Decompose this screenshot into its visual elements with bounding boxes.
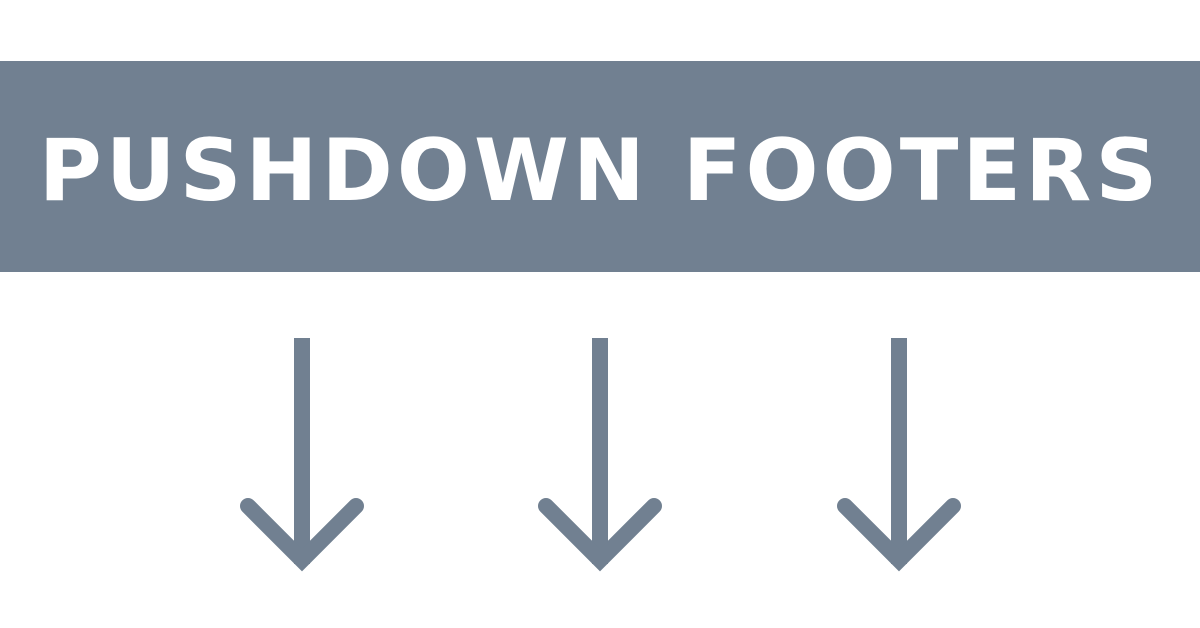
banner-title: PUSHDOWN FOOTERS — [38, 120, 1162, 221]
arrow-down-icon — [232, 336, 372, 576]
title-banner: PUSHDOWN FOOTERS — [0, 61, 1200, 272]
arrow-down-icon — [829, 336, 969, 576]
arrow-down-icon — [530, 336, 670, 576]
